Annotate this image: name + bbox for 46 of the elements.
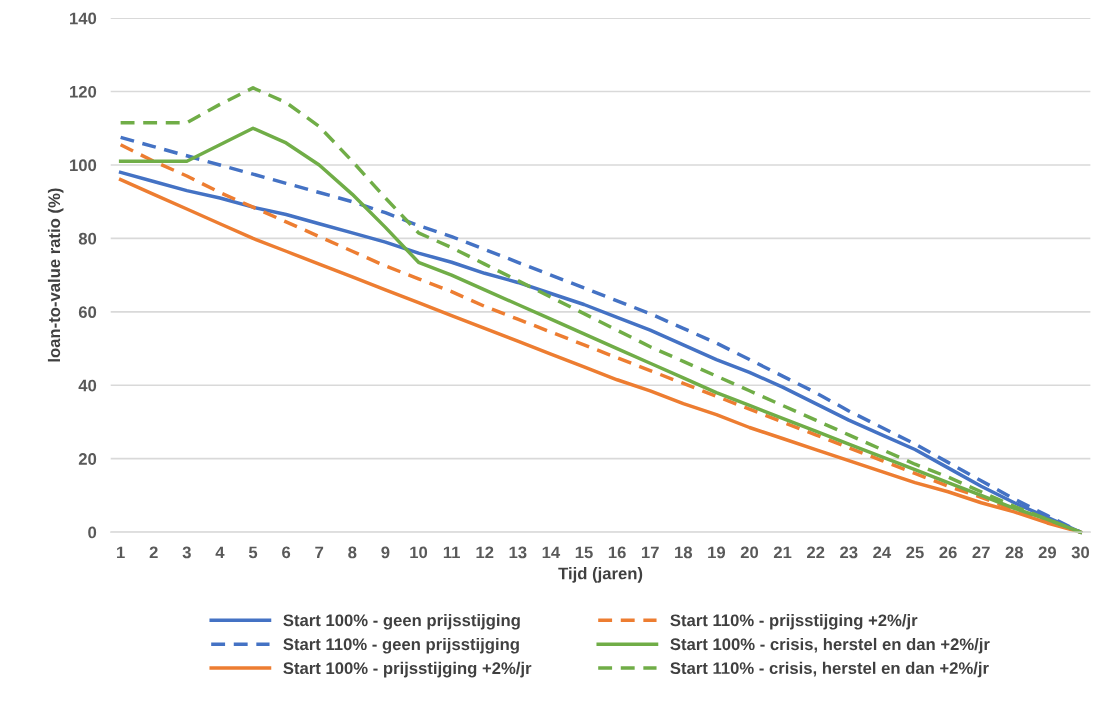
x-tick-label: 10	[410, 546, 428, 559]
x-tick-label: 25	[906, 546, 924, 559]
y-tick-label: 140	[70, 12, 97, 25]
x-tick-label: 15	[575, 546, 593, 559]
x-tick-label: 9	[381, 546, 390, 559]
x-tick-label: 18	[675, 546, 693, 559]
y-tick-label: 0	[88, 526, 97, 539]
x-tick-label: 3	[182, 546, 191, 559]
x-tick-label: 2	[149, 546, 158, 559]
x-tick-label: 28	[1005, 546, 1024, 559]
legend-label: Start 110% - prijsstijging +2%/jr	[670, 613, 918, 630]
x-tick-label: 26	[939, 546, 957, 559]
x-tick-label: 16	[608, 546, 626, 559]
x-axis-title: Tijd (jaren)	[558, 567, 643, 583]
legend-label: Start 100% - geen prijsstijging	[283, 613, 520, 630]
legend-label: Start 110% - crisis, herstel en dan +2%/jr	[670, 661, 989, 678]
y-tick-label: 20	[78, 453, 97, 465]
x-tick-label: 22	[806, 546, 825, 559]
x-tick-label: 27	[972, 546, 990, 559]
y-tick-label: 100	[70, 159, 97, 172]
x-tick-label: 4	[215, 546, 225, 559]
x-tick-label: 8	[348, 546, 357, 559]
x-tick-label: 12	[476, 546, 494, 559]
legend-label: Start 100% - prijsstijging +2%/jr	[283, 661, 532, 678]
y-tick-label: 60	[78, 306, 97, 319]
x-tick-label: 13	[509, 546, 527, 559]
x-tick-label: 1	[117, 546, 125, 559]
y-axis-title: loan-to-value ratio (%)	[47, 188, 64, 362]
y-tick-label: 120	[70, 85, 97, 98]
x-tick-label: 7	[315, 546, 324, 559]
x-tick-label: 6	[282, 546, 291, 559]
x-tick-label: 5	[248, 546, 258, 559]
x-tick-label: 19	[708, 546, 726, 559]
x-tick-label: 30	[1071, 546, 1090, 559]
legend-label: Start 100% - crisis, herstel en dan +2%/jr	[670, 637, 990, 654]
x-tick-label: 17	[641, 546, 659, 559]
x-tick-label: 14	[542, 546, 561, 559]
x-tick-label: 21	[773, 546, 792, 559]
legend-label: Start 110% - geen prijsstijging	[283, 637, 519, 654]
x-tick-label: 23	[840, 546, 858, 559]
x-tick-label: 11	[443, 546, 460, 559]
x-tick-label: 29	[1038, 546, 1057, 559]
y-tick-label: 40	[78, 379, 97, 392]
x-tick-label: 24	[873, 546, 892, 559]
y-tick-label: 80	[78, 232, 97, 245]
x-tick-label: 20	[740, 546, 759, 559]
